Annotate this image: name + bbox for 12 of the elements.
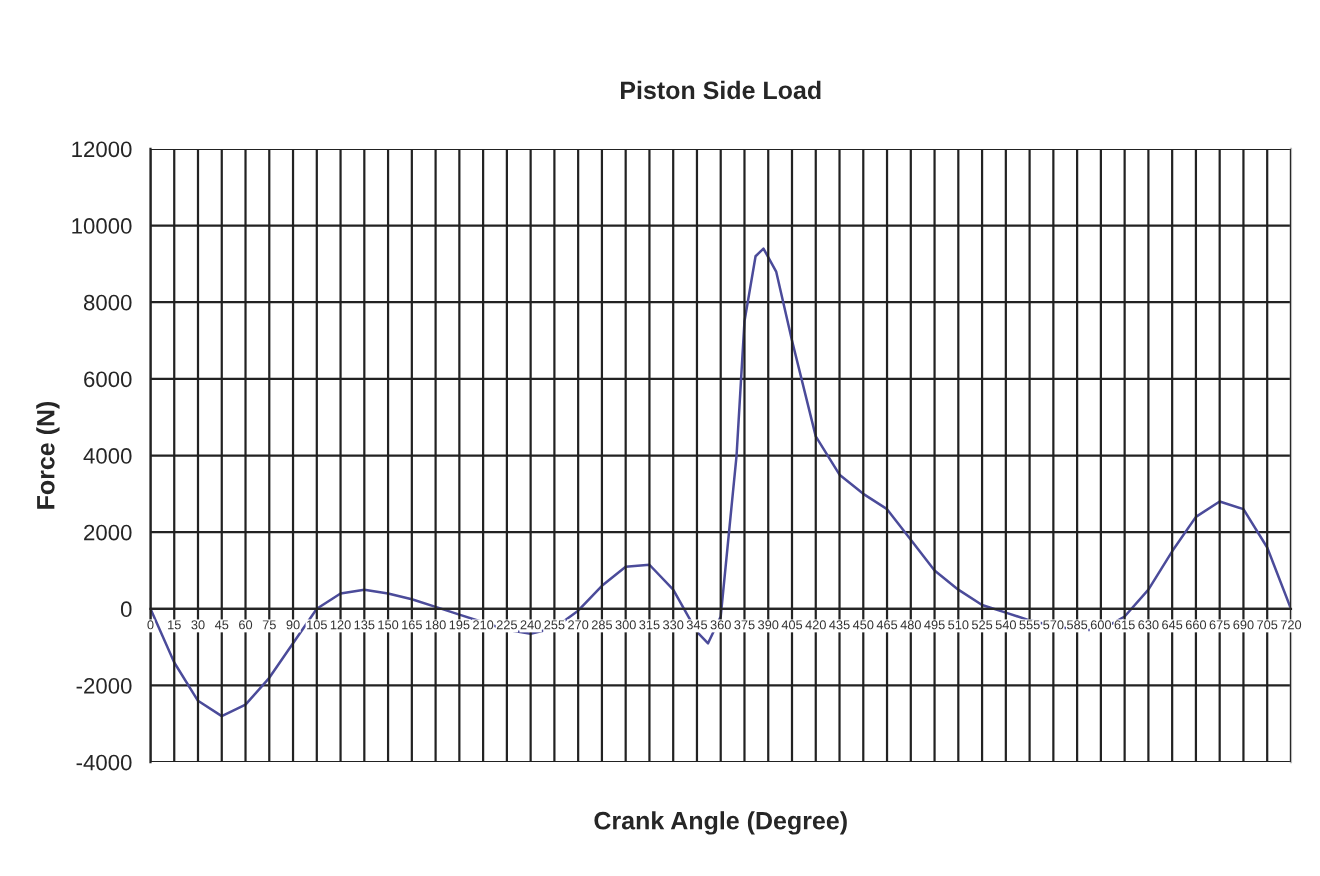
- y-tick-label: 4000: [83, 448, 132, 464]
- y-tick-label: 8000: [83, 294, 132, 311]
- y-tick-label: 2000: [84, 524, 132, 541]
- y-tick-label: 10000: [72, 218, 132, 234]
- y-tick-label: -2000: [76, 678, 132, 694]
- y-tick-label: 6000: [84, 371, 132, 388]
- y-tick-label: 0: [120, 601, 132, 618]
- chart-title: Piston Side Load: [621, 80, 821, 100]
- x-axis-title: Crank Angle (Degree): [594, 811, 847, 835]
- y-tick-label: -4000: [76, 754, 132, 771]
- y-tick-label: 12000: [72, 141, 132, 158]
- y-axis-title: Force (N): [36, 401, 60, 509]
